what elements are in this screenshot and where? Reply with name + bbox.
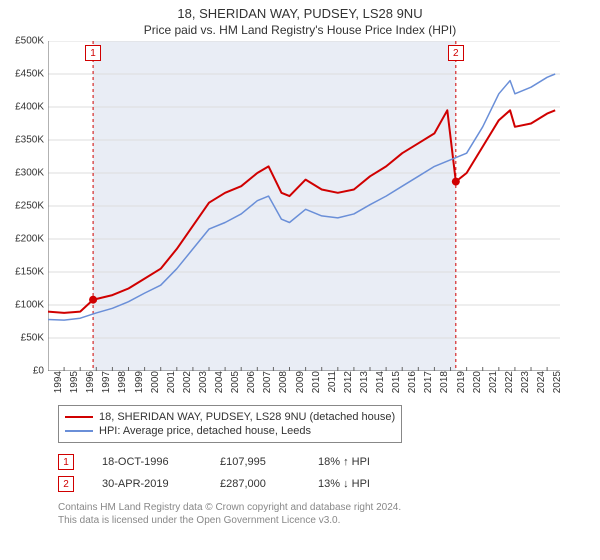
x-axis-tick: 2011 <box>325 371 338 393</box>
transaction-date: 18-OCT-1996 <box>102 456 192 468</box>
legend-swatch <box>65 416 93 418</box>
x-axis-tick: 1999 <box>132 371 145 393</box>
y-axis-tick: £300K <box>15 168 48 179</box>
transaction-marker: 1 <box>58 454 74 470</box>
x-axis-tick: 2001 <box>164 371 177 393</box>
y-axis-tick: £500K <box>15 36 48 47</box>
x-axis-tick: 2012 <box>341 371 354 393</box>
y-axis-tick: £100K <box>15 300 48 311</box>
y-axis-tick: £400K <box>15 102 48 113</box>
transaction-marker: 2 <box>58 476 74 492</box>
chart-marker-label: 1 <box>85 45 101 61</box>
x-axis-tick: 2016 <box>405 371 418 393</box>
y-axis-tick: £150K <box>15 267 48 278</box>
attribution-text: Contains HM Land Registry data © Crown c… <box>58 501 568 527</box>
x-axis-tick: 2015 <box>389 371 402 393</box>
chart-legend: 18, SHERIDAN WAY, PUDSEY, LS28 9NU (deta… <box>58 405 402 443</box>
x-axis-tick: 2018 <box>437 371 450 393</box>
transaction-price: £107,995 <box>220 456 290 468</box>
transaction-row: 2 30-APR-2019 £287,000 13% ↓ HPI <box>58 473 568 495</box>
chart-title-address: 18, SHERIDAN WAY, PUDSEY, LS28 9NU <box>0 6 600 21</box>
x-axis-tick: 2019 <box>454 371 467 393</box>
x-axis-tick: 2022 <box>502 371 515 393</box>
price-vs-hpi-chart: £0£50K£100K£150K£200K£250K£300K£350K£400… <box>48 41 560 371</box>
series-marker <box>452 178 460 186</box>
chart-title-sub: Price paid vs. HM Land Registry's House … <box>0 23 600 37</box>
transaction-hpi: 13% ↓ HPI <box>318 478 408 490</box>
x-axis-tick: 2002 <box>180 371 193 393</box>
x-axis-tick: 2021 <box>486 371 499 393</box>
x-axis-tick: 2010 <box>309 371 322 393</box>
y-axis-tick: £250K <box>15 201 48 212</box>
y-axis-tick: £450K <box>15 69 48 80</box>
x-axis-tick: 2020 <box>470 371 483 393</box>
x-axis-tick: 2000 <box>148 371 161 393</box>
x-axis-tick: 2017 <box>421 371 434 393</box>
legend-label: HPI: Average price, detached house, Leed… <box>99 425 311 437</box>
x-axis-tick: 2006 <box>244 371 257 393</box>
x-axis-tick: 2023 <box>518 371 531 393</box>
transaction-table: 1 18-OCT-1996 £107,995 18% ↑ HPI 2 30-APR-201… <box>58 451 568 495</box>
x-axis-tick: 1996 <box>83 371 96 393</box>
legend-swatch <box>65 430 93 432</box>
legend-item: HPI: Average price, detached house, Leed… <box>65 424 395 438</box>
legend-item: 18, SHERIDAN WAY, PUDSEY, LS28 9NU (deta… <box>65 410 395 424</box>
attribution-line2: This data is licensed under the Open Gov… <box>58 514 568 527</box>
x-axis-tick: 1995 <box>67 371 80 393</box>
y-axis-tick: £350K <box>15 135 48 146</box>
x-axis-tick: 1998 <box>115 371 128 393</box>
transaction-row: 1 18-OCT-1996 £107,995 18% ↑ HPI <box>58 451 568 473</box>
x-axis-tick: 1994 <box>51 371 64 393</box>
transaction-date: 30-APR-2019 <box>102 478 192 490</box>
x-axis-tick: 2009 <box>293 371 306 393</box>
x-axis-tick: 2014 <box>373 371 386 393</box>
attribution-line1: Contains HM Land Registry data © Crown c… <box>58 501 568 514</box>
x-axis-tick: 1997 <box>99 371 112 393</box>
transaction-hpi: 18% ↑ HPI <box>318 456 408 468</box>
legend-label: 18, SHERIDAN WAY, PUDSEY, LS28 9NU (deta… <box>99 411 395 423</box>
series-marker <box>89 296 97 304</box>
x-axis-tick: 2025 <box>550 371 563 393</box>
x-axis-tick: 2007 <box>260 371 273 393</box>
chart-marker-label: 2 <box>448 45 464 61</box>
x-axis-tick: 2003 <box>196 371 209 393</box>
transaction-price: £287,000 <box>220 478 290 490</box>
x-axis-tick: 2005 <box>228 371 241 393</box>
x-axis-tick: 2024 <box>534 371 547 393</box>
x-axis-tick: 2008 <box>276 371 289 393</box>
y-axis-tick: £50K <box>21 333 48 344</box>
y-axis-tick: £200K <box>15 234 48 245</box>
y-axis-tick: £0 <box>33 366 48 377</box>
x-axis-tick: 2013 <box>357 371 370 393</box>
x-axis-tick: 2004 <box>212 371 225 393</box>
